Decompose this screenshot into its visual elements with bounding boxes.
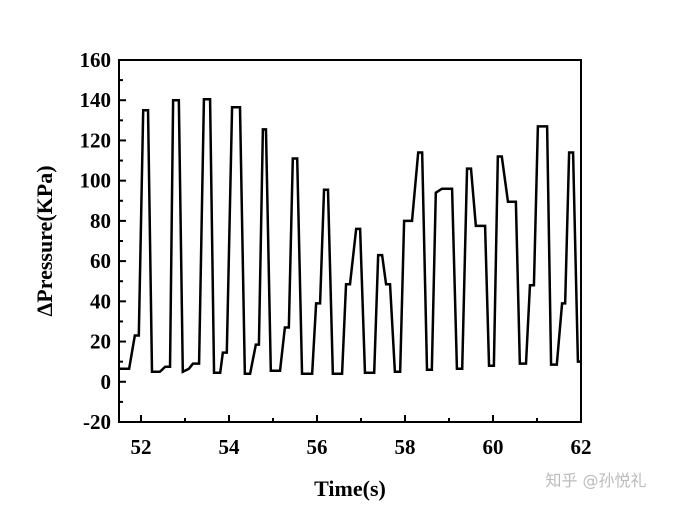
y-tick-label: 60 — [90, 249, 111, 273]
x-tick-label: 56 — [307, 435, 328, 459]
y-tick-label: 120 — [80, 128, 112, 152]
data-line — [119, 97, 581, 375]
y-tick-label: 20 — [90, 330, 111, 354]
y-tick-label: 0 — [101, 370, 112, 394]
y-tick-label: 100 — [80, 169, 112, 193]
x-tick-label: 60 — [483, 435, 504, 459]
y-tick-label: -20 — [83, 410, 111, 434]
x-tick-label: 54 — [219, 435, 241, 459]
y-tick-label: 140 — [80, 88, 112, 112]
y-tick-label: 80 — [90, 209, 111, 233]
watermark: 知乎 @孙悦礼 — [545, 471, 646, 490]
x-tick-label: 58 — [395, 435, 416, 459]
x-tick-label: 62 — [571, 435, 592, 459]
y-axis-label: ΔPressure(KPa) — [32, 165, 57, 316]
x-axis-label: Time(s) — [314, 476, 386, 501]
x-tick-label: 52 — [131, 435, 152, 459]
y-tick-label: 160 — [80, 48, 112, 72]
y-tick-label: 40 — [90, 289, 111, 313]
